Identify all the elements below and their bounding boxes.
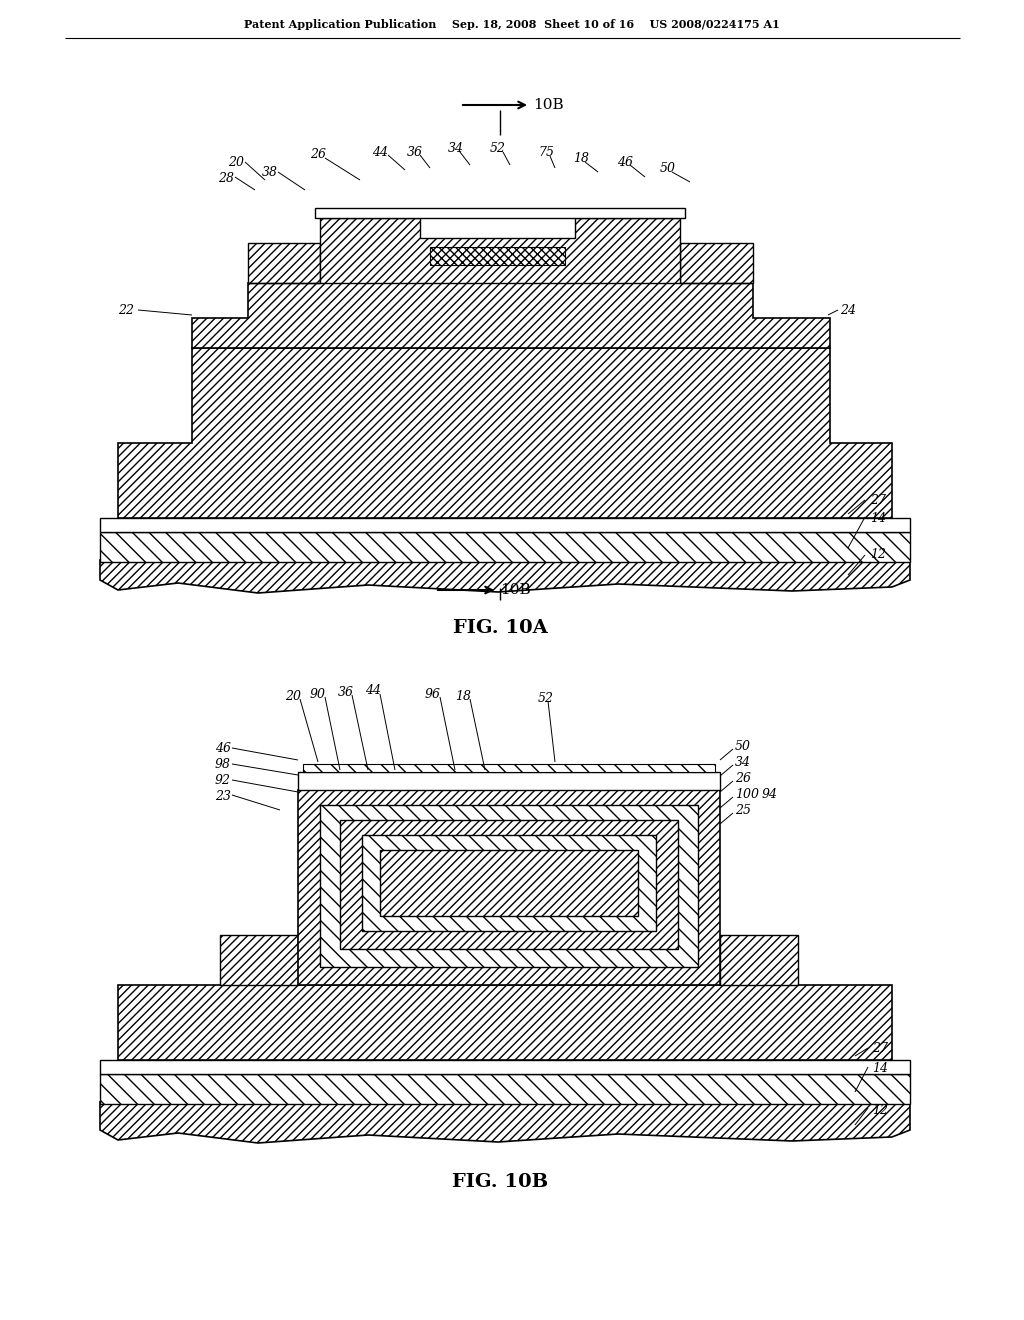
Text: FIG. 10B: FIG. 10B <box>452 1173 548 1191</box>
Text: 27: 27 <box>870 494 886 507</box>
Text: 12: 12 <box>872 1104 888 1117</box>
Text: FIG. 10A: FIG. 10A <box>453 619 548 638</box>
Bar <box>220 935 298 985</box>
Text: 28: 28 <box>218 172 234 185</box>
Text: 50: 50 <box>660 161 676 174</box>
Text: 20: 20 <box>228 156 244 169</box>
Text: 34: 34 <box>735 756 751 770</box>
Bar <box>315 209 685 218</box>
Bar <box>248 243 319 282</box>
Bar <box>100 517 910 532</box>
Text: 52: 52 <box>490 141 506 154</box>
Polygon shape <box>319 218 680 282</box>
Text: 75: 75 <box>538 145 554 158</box>
Text: 18: 18 <box>573 152 589 165</box>
Bar <box>362 836 656 931</box>
Text: 14: 14 <box>870 511 886 524</box>
Text: 36: 36 <box>338 685 354 698</box>
Text: 46: 46 <box>617 156 633 169</box>
Text: 22: 22 <box>118 304 134 317</box>
Bar <box>298 789 720 985</box>
Text: 46: 46 <box>215 742 231 755</box>
Polygon shape <box>118 348 892 517</box>
Text: 25: 25 <box>735 804 751 817</box>
Bar <box>430 247 565 265</box>
Polygon shape <box>100 560 910 593</box>
Bar <box>298 772 720 789</box>
Polygon shape <box>193 282 830 348</box>
Bar <box>380 850 638 916</box>
Text: 14: 14 <box>872 1061 888 1074</box>
Bar <box>100 1060 910 1074</box>
Text: 10B: 10B <box>500 583 530 597</box>
Bar <box>340 820 678 949</box>
Text: 18: 18 <box>455 689 471 702</box>
Text: 36: 36 <box>407 145 423 158</box>
Text: 10B: 10B <box>534 98 563 112</box>
Text: 26: 26 <box>735 772 751 785</box>
Text: 52: 52 <box>538 692 554 705</box>
Bar <box>100 1074 910 1104</box>
Text: 24: 24 <box>840 304 856 317</box>
Text: 98: 98 <box>215 758 231 771</box>
Text: 96: 96 <box>425 688 441 701</box>
Text: 12: 12 <box>870 549 886 561</box>
Text: 94: 94 <box>762 788 778 801</box>
Text: 92: 92 <box>215 774 231 787</box>
Bar <box>303 764 715 772</box>
Text: 50: 50 <box>735 741 751 754</box>
Text: 27: 27 <box>872 1041 888 1055</box>
Bar <box>100 532 910 562</box>
Bar <box>680 243 753 282</box>
Text: 44: 44 <box>365 685 381 697</box>
Text: 26: 26 <box>310 149 326 161</box>
Text: 20: 20 <box>285 689 301 702</box>
Text: 44: 44 <box>372 145 388 158</box>
Text: 100: 100 <box>735 788 759 801</box>
Text: 38: 38 <box>262 165 278 178</box>
Bar <box>118 985 892 1060</box>
Bar <box>720 935 798 985</box>
Text: 34: 34 <box>449 141 464 154</box>
Bar <box>319 805 698 968</box>
Text: Patent Application Publication    Sep. 18, 2008  Sheet 10 of 16    US 2008/02241: Patent Application Publication Sep. 18, … <box>244 18 780 29</box>
Polygon shape <box>100 1102 910 1143</box>
Text: 90: 90 <box>310 688 326 701</box>
Text: 23: 23 <box>215 789 231 803</box>
